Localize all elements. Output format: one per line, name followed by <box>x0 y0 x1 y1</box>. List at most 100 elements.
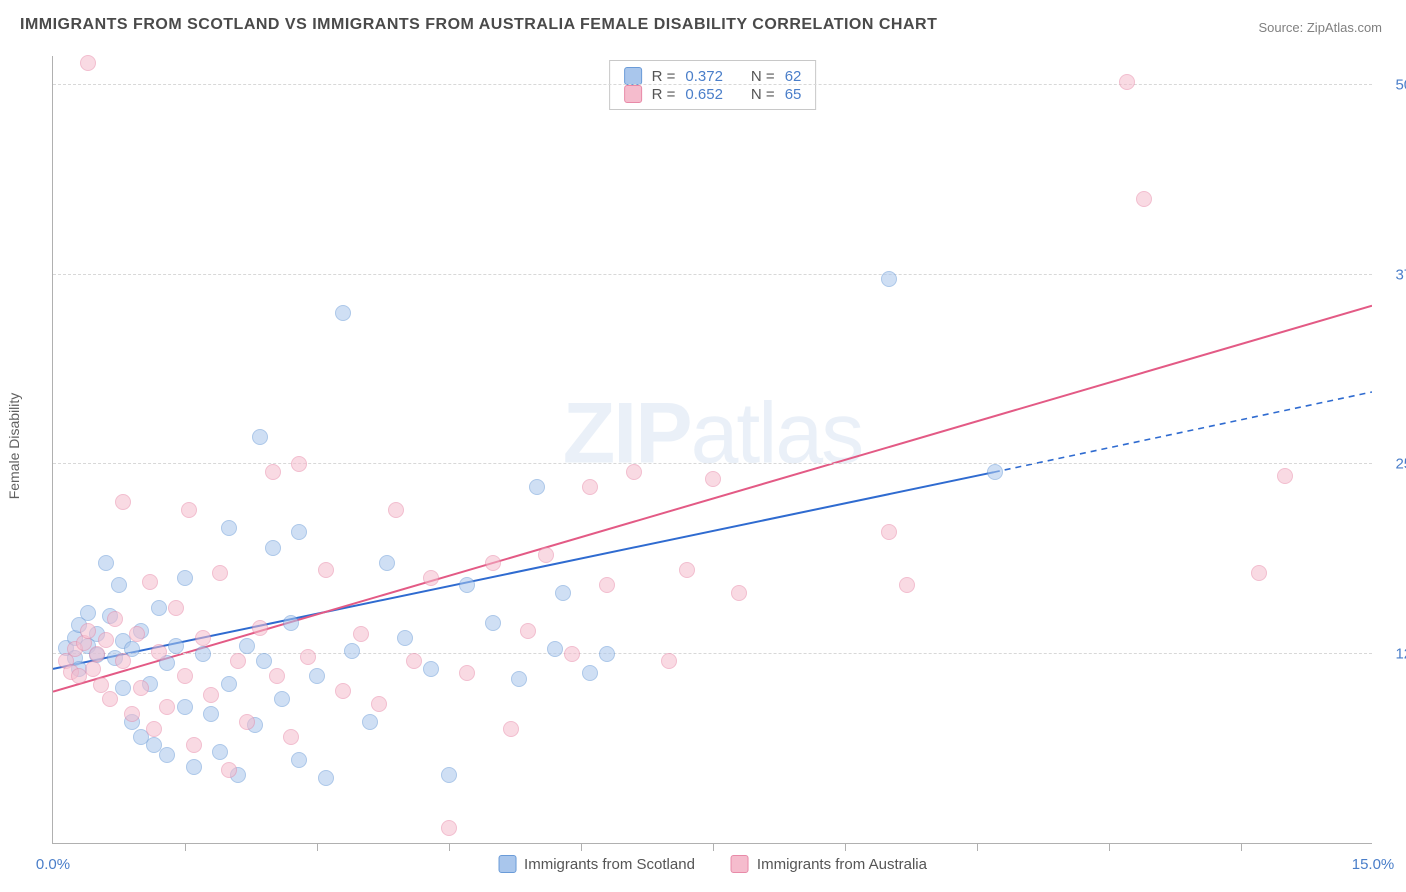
data-point <box>300 649 316 665</box>
data-point <box>379 555 395 571</box>
data-point <box>547 641 563 657</box>
data-point <box>1119 74 1135 90</box>
legend-swatch <box>731 855 749 873</box>
data-point <box>221 762 237 778</box>
legend-swatch <box>624 85 642 103</box>
data-point <box>406 653 422 669</box>
data-point <box>423 661 439 677</box>
data-point <box>107 611 123 627</box>
data-point <box>881 271 897 287</box>
data-point <box>582 665 598 681</box>
data-point <box>195 646 211 662</box>
plot-area: ZIPatlas R =0.372N =62R =0.652N =65 Immi… <box>52 56 1372 844</box>
data-point <box>177 570 193 586</box>
data-point <box>582 479 598 495</box>
x-tick <box>449 843 450 851</box>
data-point <box>503 721 519 737</box>
data-point <box>239 638 255 654</box>
data-point <box>115 680 131 696</box>
source-text: Source: ZipAtlas.com <box>1258 20 1382 35</box>
data-point <box>221 520 237 536</box>
x-tick <box>713 843 714 851</box>
data-point <box>987 464 1003 480</box>
data-point <box>159 747 175 763</box>
data-point <box>129 626 145 642</box>
legend-swatch <box>624 67 642 85</box>
watermark-thin: atlas <box>691 385 863 481</box>
data-point <box>98 632 114 648</box>
legend-stat-row: R =0.652N =65 <box>624 85 802 103</box>
data-point <box>133 680 149 696</box>
data-point <box>881 524 897 540</box>
data-point <box>441 767 457 783</box>
data-point <box>485 555 501 571</box>
data-point <box>309 668 325 684</box>
n-label: N = <box>751 86 775 103</box>
data-point <box>1251 565 1267 581</box>
legend-label: Immigrants from Australia <box>757 856 927 873</box>
data-point <box>142 574 158 590</box>
legend-item: Immigrants from Australia <box>731 855 927 873</box>
data-point <box>85 661 101 677</box>
data-point <box>80 605 96 621</box>
data-point <box>168 600 184 616</box>
x-tick <box>845 843 846 851</box>
n-value: 62 <box>785 68 802 85</box>
gridline-h <box>53 463 1372 464</box>
data-point <box>599 577 615 593</box>
watermark: ZIPatlas <box>563 384 862 483</box>
y-tick-label: 37.5% <box>1380 266 1406 283</box>
x-tick <box>317 843 318 851</box>
data-point <box>353 626 369 642</box>
x-tick <box>1109 843 1110 851</box>
data-point <box>291 456 307 472</box>
data-point <box>203 706 219 722</box>
y-tick-label: 12.5% <box>1380 645 1406 662</box>
data-point <box>441 820 457 836</box>
data-point <box>731 585 747 601</box>
data-point <box>256 653 272 669</box>
data-point <box>459 665 475 681</box>
legend-series: Immigrants from Scotland Immigrants from … <box>498 855 927 873</box>
x-tick-label: 15.0% <box>1352 856 1395 873</box>
data-point <box>115 653 131 669</box>
data-point <box>252 620 268 636</box>
data-point <box>626 464 642 480</box>
legend-label: Immigrants from Scotland <box>524 856 695 873</box>
data-point <box>485 615 501 631</box>
x-tick <box>581 843 582 851</box>
data-point <box>146 721 162 737</box>
data-point <box>195 630 211 646</box>
data-point <box>151 644 167 660</box>
data-point <box>705 471 721 487</box>
data-point <box>159 699 175 715</box>
data-point <box>102 691 118 707</box>
data-point <box>89 646 105 662</box>
data-point <box>212 744 228 760</box>
data-point <box>177 668 193 684</box>
data-point <box>283 729 299 745</box>
data-point <box>265 464 281 480</box>
data-point <box>111 577 127 593</box>
data-point <box>538 547 554 563</box>
data-point <box>151 600 167 616</box>
data-point <box>599 646 615 662</box>
data-point <box>98 555 114 571</box>
data-point <box>318 770 334 786</box>
data-point <box>318 562 334 578</box>
data-point <box>899 577 915 593</box>
data-point <box>564 646 580 662</box>
data-point <box>344 643 360 659</box>
data-point <box>520 623 536 639</box>
legend-swatch <box>498 855 516 873</box>
data-point <box>459 577 475 593</box>
data-point <box>239 714 255 730</box>
data-point <box>181 502 197 518</box>
data-point <box>1277 468 1293 484</box>
data-point <box>679 562 695 578</box>
y-tick-label: 50.0% <box>1380 77 1406 94</box>
data-point <box>555 585 571 601</box>
x-tick <box>977 843 978 851</box>
n-value: 65 <box>785 86 802 103</box>
data-point <box>124 706 140 722</box>
